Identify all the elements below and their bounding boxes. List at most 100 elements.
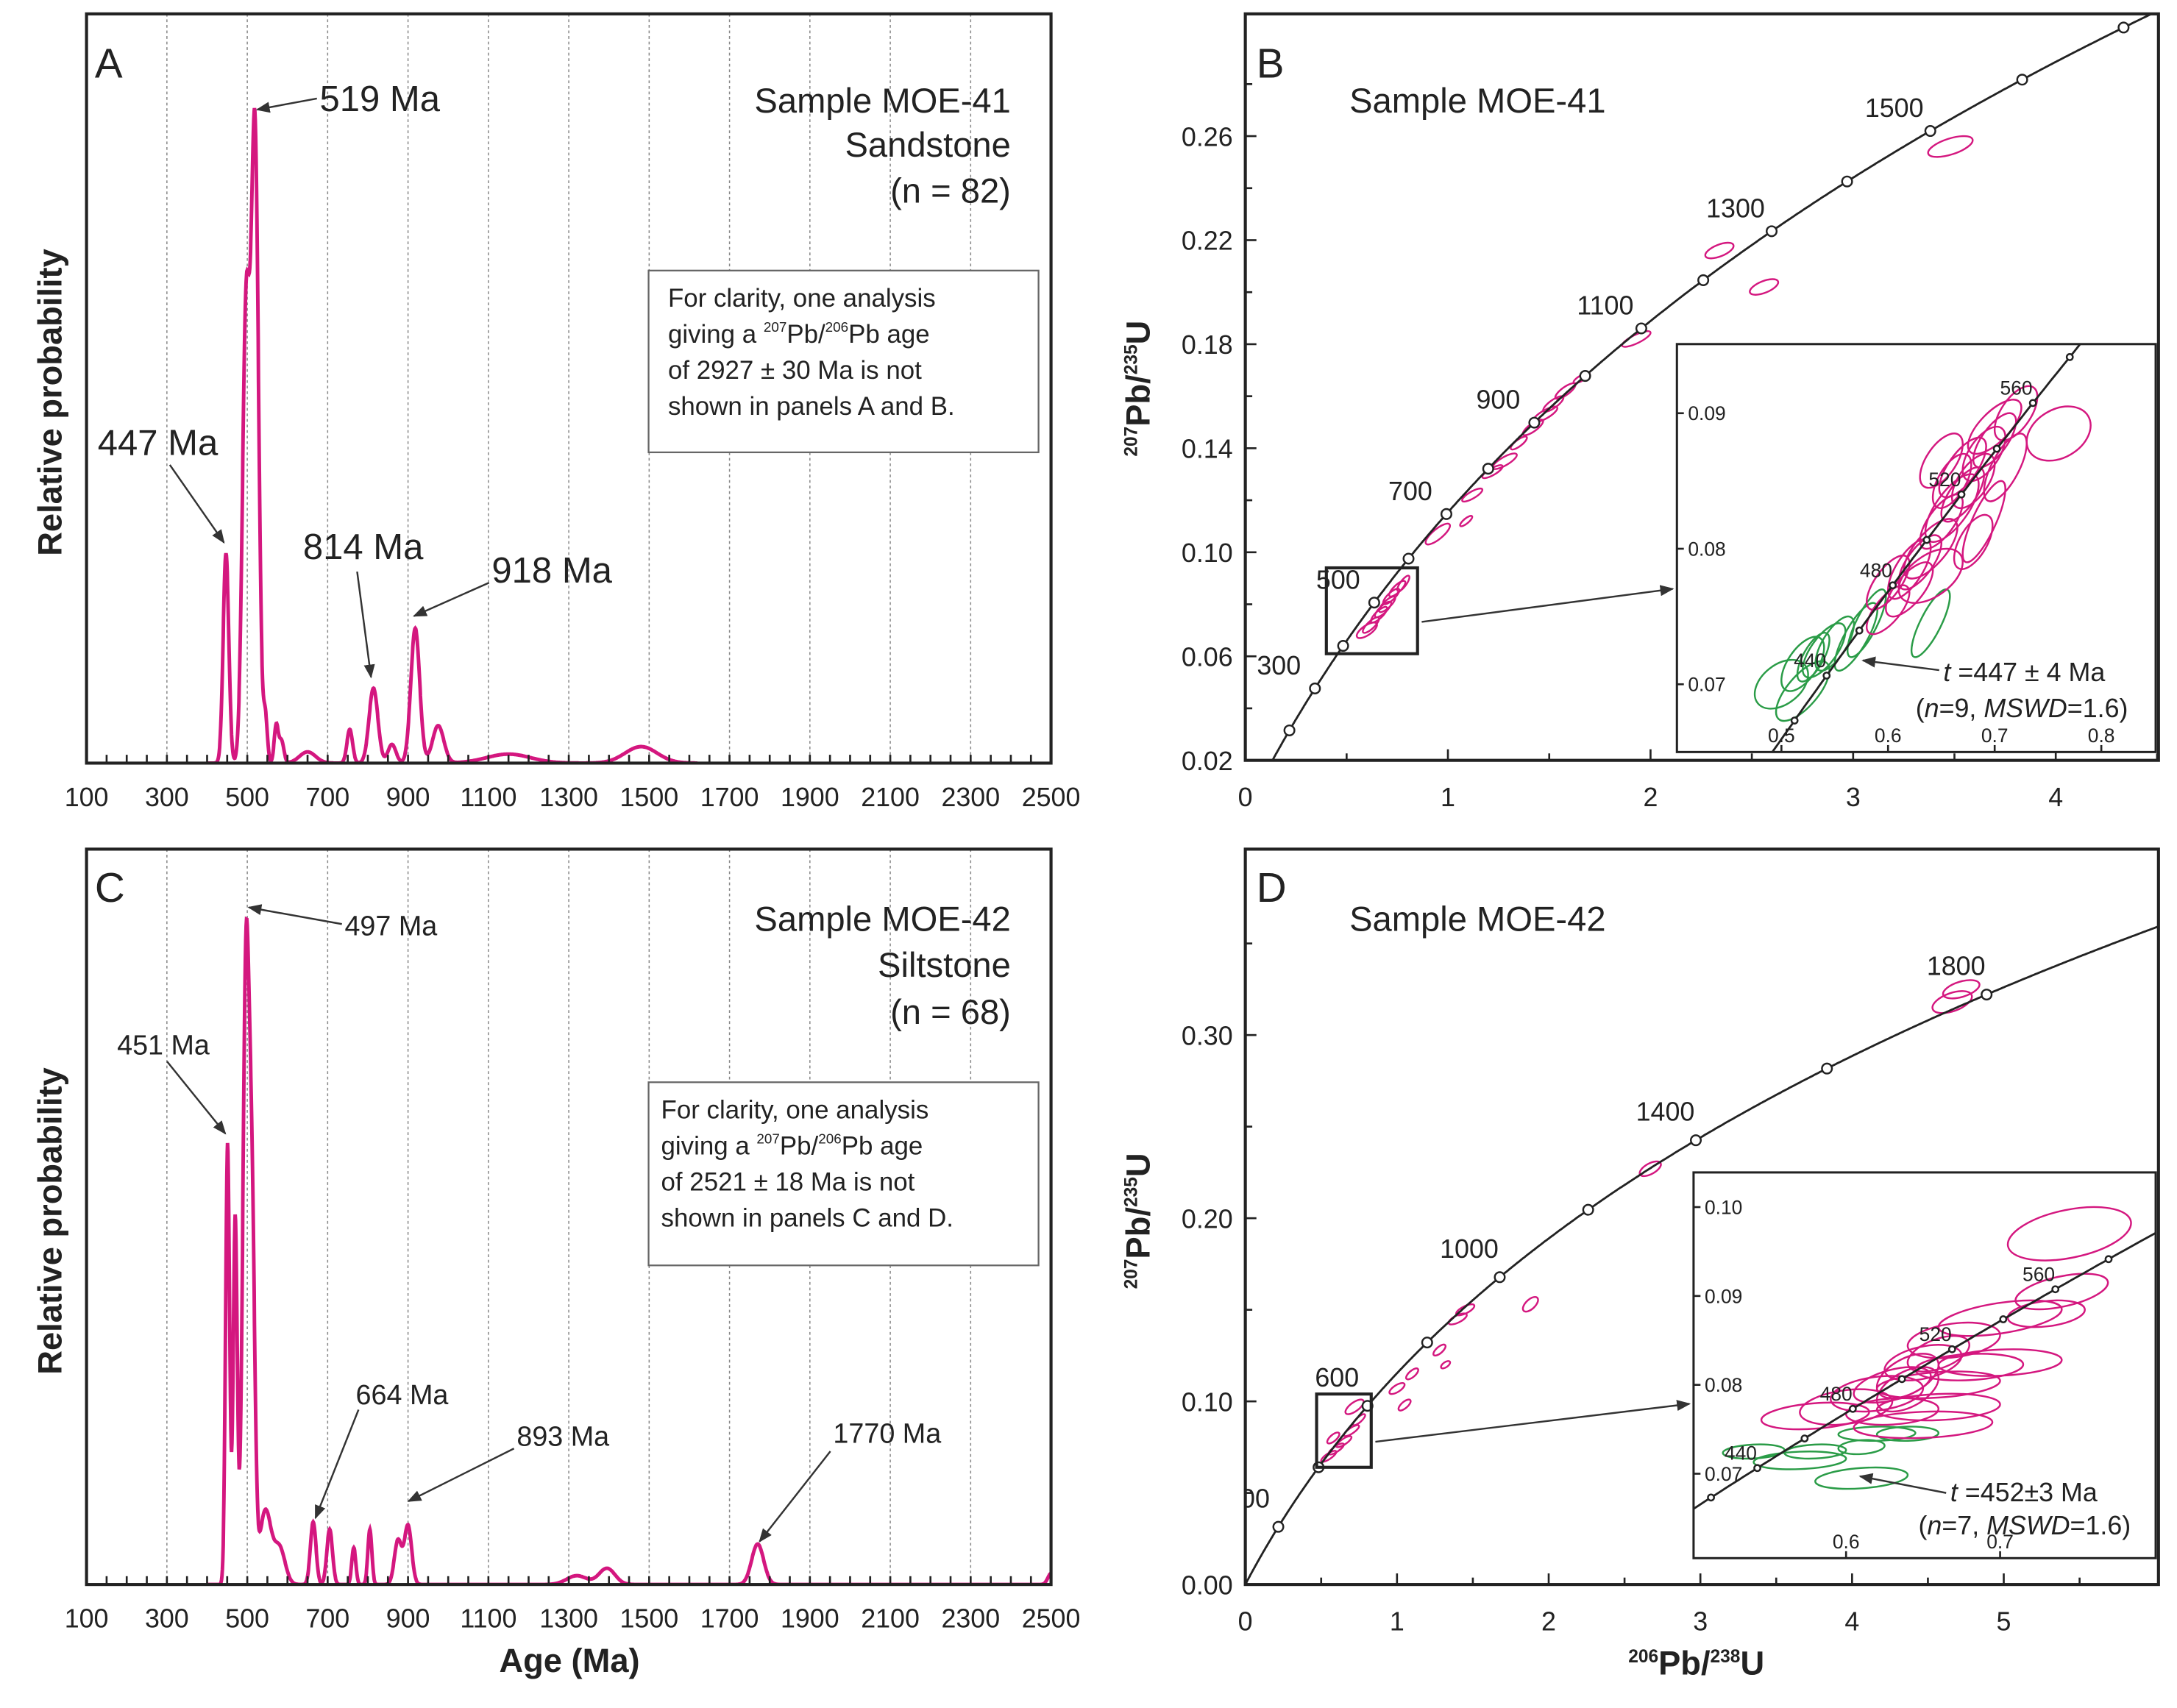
analysis-ellipse: [1938, 436, 1987, 499]
sample-count: (n = 68): [890, 992, 1011, 1031]
analysis-ellipse: [1961, 480, 2006, 563]
concordia-plot-area: 200 600 1000 1400 1800: [1226, 925, 2159, 1585]
inset-x-tick-label: 0.8: [2088, 725, 2115, 747]
result-arrow: [1858, 1473, 1947, 1494]
concordia-age-marker: [1635, 322, 1647, 335]
x-tick-label: 0: [1238, 783, 1253, 812]
peak-arrow: [356, 571, 375, 679]
x-tick-label: 2500: [1022, 783, 1081, 812]
note-line: shown in panels A and B.: [668, 392, 955, 421]
note-line: giving a 207Pb/206Pb age: [668, 319, 930, 349]
panel-b-concordia-plot: 300 500 700 900 1100 1300 1500 0 1 2 3 4 0.02 0.06 0.…: [1119, 12, 2160, 812]
peak-arrow: [247, 904, 342, 925]
x-tick-label: 1900: [781, 1604, 839, 1634]
panel-a-probability-plot: 100 300 500 700 900 1100 1300 1500 1700 1900 2100 2…: [32, 12, 1081, 812]
x-tick-label: 1300: [539, 783, 598, 812]
concordia-age-label: 440: [1725, 1442, 1757, 1464]
analysis-ellipse: [1704, 241, 1735, 260]
concordia-age-marker: [1582, 1203, 1594, 1216]
panel-letter: A: [95, 40, 123, 87]
x-tick-label: 1: [1441, 783, 1455, 812]
inset-plot-area: 440 480 520 560: [1663, 1206, 2156, 1530]
sample-title: Sample MOE-41: [1349, 81, 1605, 120]
note-line: giving a 207Pb/206Pb age: [661, 1131, 923, 1160]
plot-frame: [1243, 847, 2160, 1587]
concordia-plot-area: 300 500 700 900 1100 1300 1500: [1257, 13, 2154, 761]
x-tick-label: 4: [2048, 783, 2063, 812]
concordia-age-marker: [1947, 1345, 1956, 1353]
peak-arrow: [168, 464, 225, 544]
inset-x-tick-label: 0.7: [1981, 725, 2009, 747]
peak-label: 664 Ma: [356, 1379, 449, 1410]
x-tick-label: 5: [1997, 1606, 2011, 1636]
x-tick-label: 1900: [781, 783, 839, 812]
x-tick-label: 2300: [941, 783, 1000, 812]
analysis-ellipse: [1875, 1366, 1940, 1413]
inset-x-tick-label: 0.6: [1875, 725, 1902, 747]
concordia-age-stats: (n=7, MSWD=1.6): [1918, 1511, 2131, 1540]
concordia-age-marker: [1821, 1062, 1833, 1075]
concordia-age-marker: [1790, 716, 1799, 725]
concordia-age-marker: [1494, 1271, 1506, 1284]
analysis-ellipse: [1397, 1398, 1412, 1412]
inset-x-tick-label: 0.7: [1986, 1531, 2014, 1553]
note-line: For clarity, one analysis: [661, 1095, 929, 1124]
concordia-age-marker: [1848, 1404, 1857, 1413]
concordia-age-marker: [1482, 463, 1494, 475]
concordia-age-marker: [1855, 626, 1864, 635]
concordia-age-marker: [1707, 1493, 1715, 1502]
youngest-analysis-ellipse: [1846, 588, 1887, 658]
y-tick-label: 0.18: [1182, 330, 1233, 360]
sample-count: (n = 82): [890, 171, 1011, 210]
concordia-age-marker: [1440, 508, 1452, 520]
peak-arrow: [314, 1409, 360, 1520]
concordia-age-marker: [1663, 1524, 1669, 1530]
concordia-age-marker: [1272, 1520, 1285, 1533]
y-tick-label: 0.22: [1182, 227, 1233, 256]
analysis-ellipse: [1961, 425, 2006, 483]
peak-arrow: [407, 1448, 515, 1503]
probability-density-line: [207, 107, 697, 764]
concordia-age-marker: [1889, 581, 1897, 590]
analysis-ellipse: [1906, 1334, 1970, 1373]
youngest-analysis-ellipse: [1814, 1466, 1909, 1490]
analysis-ellipse: [1927, 135, 1974, 158]
inset-concordia: 440 480 520 560 0.6 0.7 0.07 0.08 0.09 0.10 t =4…: [1663, 1171, 2157, 1559]
x-tick-label: 1300: [539, 1604, 598, 1634]
concordia-age-marker: [1368, 597, 1380, 609]
concordia-age-marker: [1800, 1434, 1809, 1442]
concordia-age-label: 600: [1315, 1363, 1359, 1392]
panel-letter: D: [1257, 864, 1287, 911]
y-axis-label: Relative probability: [32, 249, 69, 556]
concordia-age-stats: (n=9, MSWD=1.6): [1916, 694, 2128, 723]
analysis-ellipse: [1853, 1410, 1994, 1440]
concordia-age-marker: [1822, 672, 1831, 680]
concordia-age-label: 200: [1226, 1484, 1270, 1513]
x-tick-label: 4: [1844, 1606, 1859, 1636]
concordia-age-marker: [1957, 490, 1966, 499]
concordia-curve: [1693, 1231, 2156, 1510]
x-tick-label: 3: [1846, 783, 1861, 812]
peak-label: 451 Ma: [117, 1030, 210, 1061]
concordia-age-label: 1800: [1927, 952, 1986, 981]
y-tick-label: 0.02: [1182, 747, 1233, 776]
concordia-age-marker: [2065, 353, 2074, 361]
note-line: of 2521 ± 18 Ma is not: [661, 1167, 915, 1196]
probability-curve: [207, 107, 697, 764]
analysis-ellipse: [1919, 433, 1964, 489]
concordia-age-marker: [1760, 762, 1766, 768]
sample-title: Sample MOE-42: [1349, 900, 1605, 939]
analysis-ellipse: [1404, 1367, 1419, 1381]
analysis-ellipse: [2006, 1206, 2132, 1262]
concordia-age-label: 1300: [1706, 193, 1765, 223]
inset-y-tick-label: 0.07: [1688, 674, 1725, 696]
result-arrow: [1861, 656, 1939, 672]
analysis-ellipse: [1937, 1299, 2063, 1337]
analysis-ellipse: [1355, 622, 1378, 639]
analysis-ellipse: [1440, 1360, 1452, 1370]
concordia-age-label: 700: [1388, 477, 1432, 506]
concordia-age-label: 300: [1257, 651, 1301, 680]
y-tick-label: 0.10: [1182, 1387, 1233, 1417]
y-axis-label: Relative probability: [32, 1067, 69, 1375]
